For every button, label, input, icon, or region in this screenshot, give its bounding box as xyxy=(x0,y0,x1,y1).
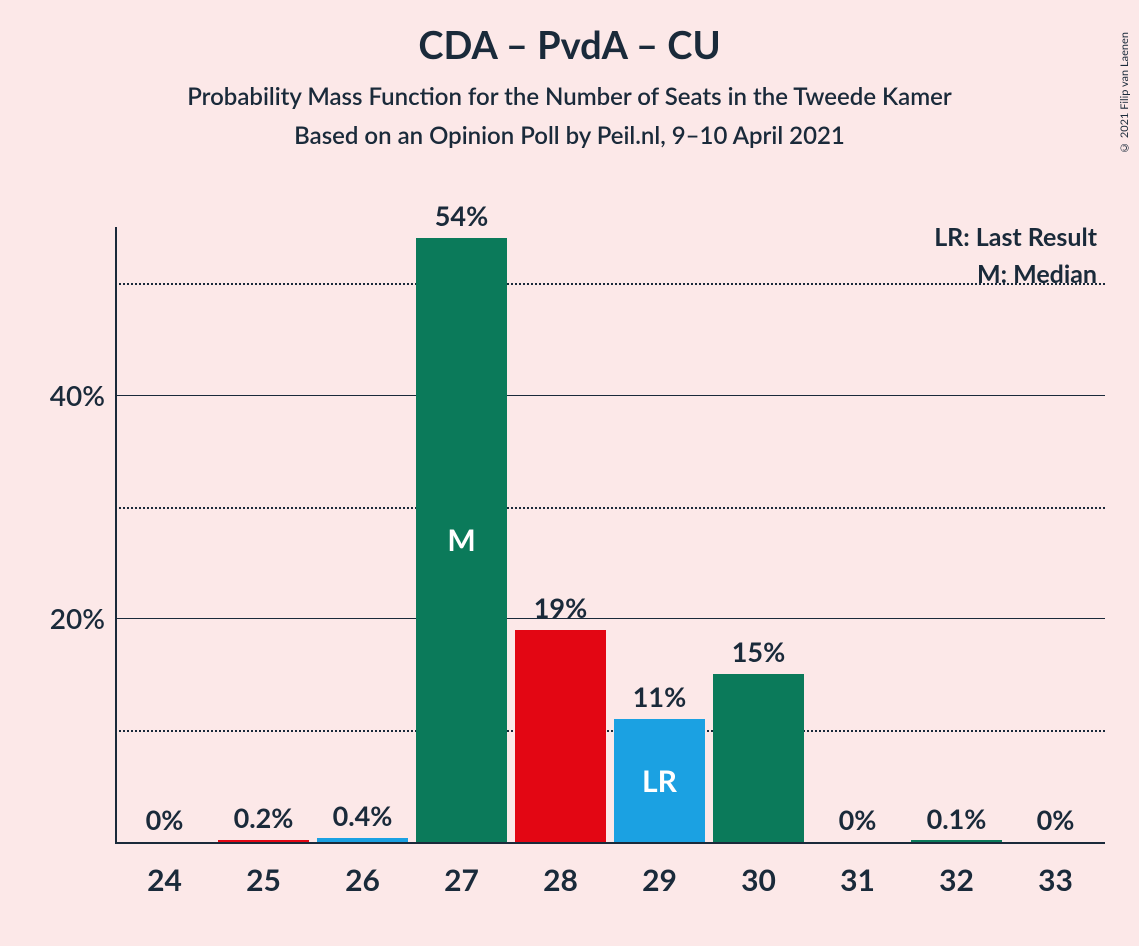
bar-value-label: 0.4% xyxy=(313,799,412,832)
x-axis-tick-label: 31 xyxy=(808,862,907,898)
bar xyxy=(713,674,804,842)
bar-slot: 0.4% xyxy=(313,227,412,842)
chart-subtitle-2: Based on an Opinion Poll by Peil.nl, 9–1… xyxy=(0,121,1139,150)
bar-slot: 0.2% xyxy=(214,227,313,842)
bar: M xyxy=(416,238,507,842)
bar-value-label: 15% xyxy=(709,635,808,668)
x-axis xyxy=(115,842,1105,844)
chart-plot-area: 40%20% LR: Last Result M: Median 0%0.2%0… xyxy=(115,227,1105,842)
bar-value-label: 0% xyxy=(1006,803,1105,836)
x-axis-tick-label: 33 xyxy=(1006,862,1105,898)
y-axis xyxy=(115,227,117,844)
bar-slot: 0% xyxy=(115,227,214,842)
x-axis-tick-label: 25 xyxy=(214,862,313,898)
bar-value-label: 54% xyxy=(412,199,511,232)
x-axis-tick-label: 27 xyxy=(412,862,511,898)
bar-inner-label: LR xyxy=(614,763,705,799)
chart-title: CDA – PvdA – CU xyxy=(0,22,1139,68)
x-axis-tick-label: 26 xyxy=(313,862,412,898)
bar xyxy=(515,630,606,842)
y-axis-label: 20% xyxy=(50,601,105,635)
bar: LR xyxy=(614,719,705,842)
bar-slot: 0% xyxy=(808,227,907,842)
bar-value-label: 11% xyxy=(610,680,709,713)
chart-subtitle-1: Probability Mass Function for the Number… xyxy=(0,82,1139,111)
bar-value-label: 0% xyxy=(808,803,907,836)
bar-slot: M54% xyxy=(412,227,511,842)
bar-value-label: 0.2% xyxy=(214,801,313,834)
x-axis-tick-label: 29 xyxy=(610,862,709,898)
copyright-text: © 2021 Filip van Laenen xyxy=(1118,32,1131,154)
bar-slot: 0.1% xyxy=(907,227,1006,842)
bar-value-label: 0% xyxy=(115,803,214,836)
bars-container: 0%0.2%0.4%M54%19%LR11%15%0%0.1%0% xyxy=(115,227,1105,842)
bar-slot: 19% xyxy=(511,227,610,842)
x-axis-tick-label: 30 xyxy=(709,862,808,898)
x-axis-tick-label: 32 xyxy=(907,862,1006,898)
bar-value-label: 19% xyxy=(511,591,610,624)
bar-value-label: 0.1% xyxy=(907,802,1006,835)
bar-slot: 0% xyxy=(1006,227,1105,842)
bar-slot: LR 11% xyxy=(610,227,709,842)
bar-slot: 15% xyxy=(709,227,808,842)
bar-inner-label: M xyxy=(416,522,507,558)
x-axis-labels: 24252627282930313233 xyxy=(115,862,1105,898)
x-axis-tick-label: 28 xyxy=(511,862,610,898)
x-axis-tick-label: 24 xyxy=(115,862,214,898)
y-axis-label: 40% xyxy=(50,378,105,412)
